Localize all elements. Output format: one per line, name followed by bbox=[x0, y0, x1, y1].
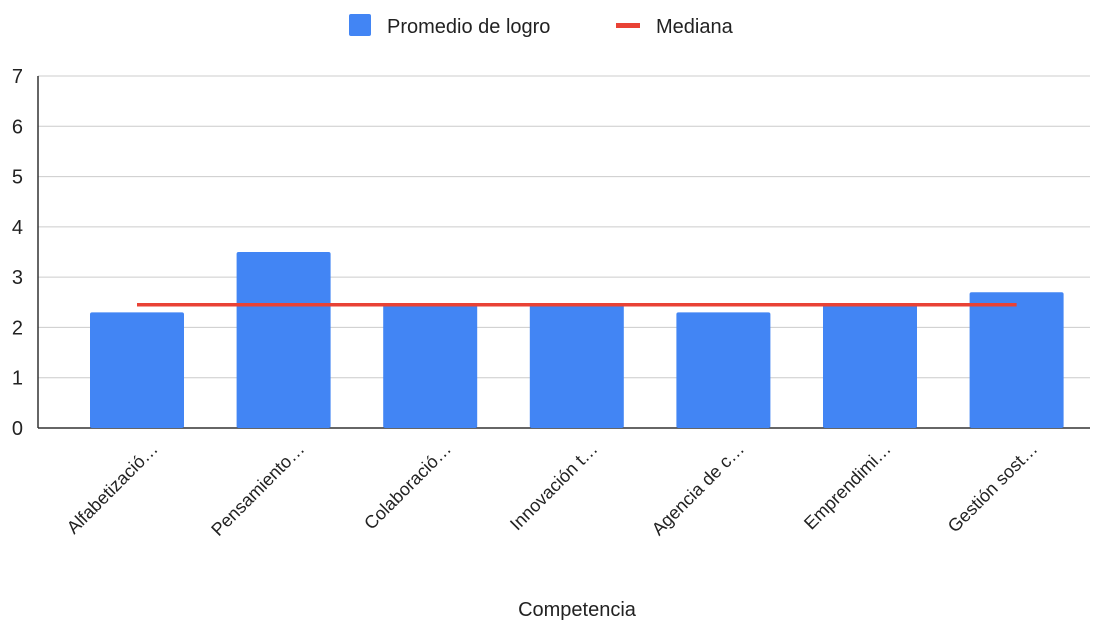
legend-swatch-line bbox=[616, 23, 640, 28]
x-tick-label: Gestión sost… bbox=[944, 439, 1042, 537]
y-tick-label: 2 bbox=[12, 317, 23, 339]
bar bbox=[823, 304, 917, 428]
bars bbox=[90, 252, 1064, 428]
x-tick-label: Agencia de c… bbox=[648, 439, 748, 539]
legend-swatch-bar bbox=[349, 14, 371, 36]
bar bbox=[383, 304, 478, 428]
legend-label-line: Mediana bbox=[656, 16, 734, 38]
legend-label-bar: Promedio de logro bbox=[387, 16, 550, 38]
bar bbox=[90, 312, 184, 428]
y-tick-label: 5 bbox=[12, 167, 23, 189]
bar bbox=[969, 292, 1064, 428]
x-tick-label: Colaboració… bbox=[360, 439, 455, 534]
bar bbox=[676, 312, 771, 428]
x-tick-label: Emprendimi… bbox=[800, 439, 895, 534]
x-axis-ticks: Alfabetizació… Pensamiento… Colaboració… In… bbox=[63, 439, 1042, 540]
y-tick-label: 7 bbox=[12, 66, 23, 88]
x-tick-label: Pensamiento… bbox=[207, 439, 308, 540]
x-tick-label: Innovación t… bbox=[506, 439, 602, 535]
y-tick-label: 4 bbox=[12, 217, 23, 239]
y-tick-label: 6 bbox=[12, 116, 23, 138]
x-axis-title: Competencia bbox=[518, 599, 637, 621]
y-tick-label: 0 bbox=[12, 418, 23, 440]
bar bbox=[236, 252, 331, 428]
y-tick-label: 1 bbox=[12, 368, 23, 390]
y-tick-label: 3 bbox=[12, 267, 23, 289]
y-axis-ticks: 0 1 2 3 4 5 6 7 bbox=[12, 66, 23, 440]
bar bbox=[529, 304, 624, 428]
legend: Promedio de logro Mediana bbox=[349, 14, 734, 38]
x-tick-label: Alfabetizació… bbox=[63, 439, 162, 538]
